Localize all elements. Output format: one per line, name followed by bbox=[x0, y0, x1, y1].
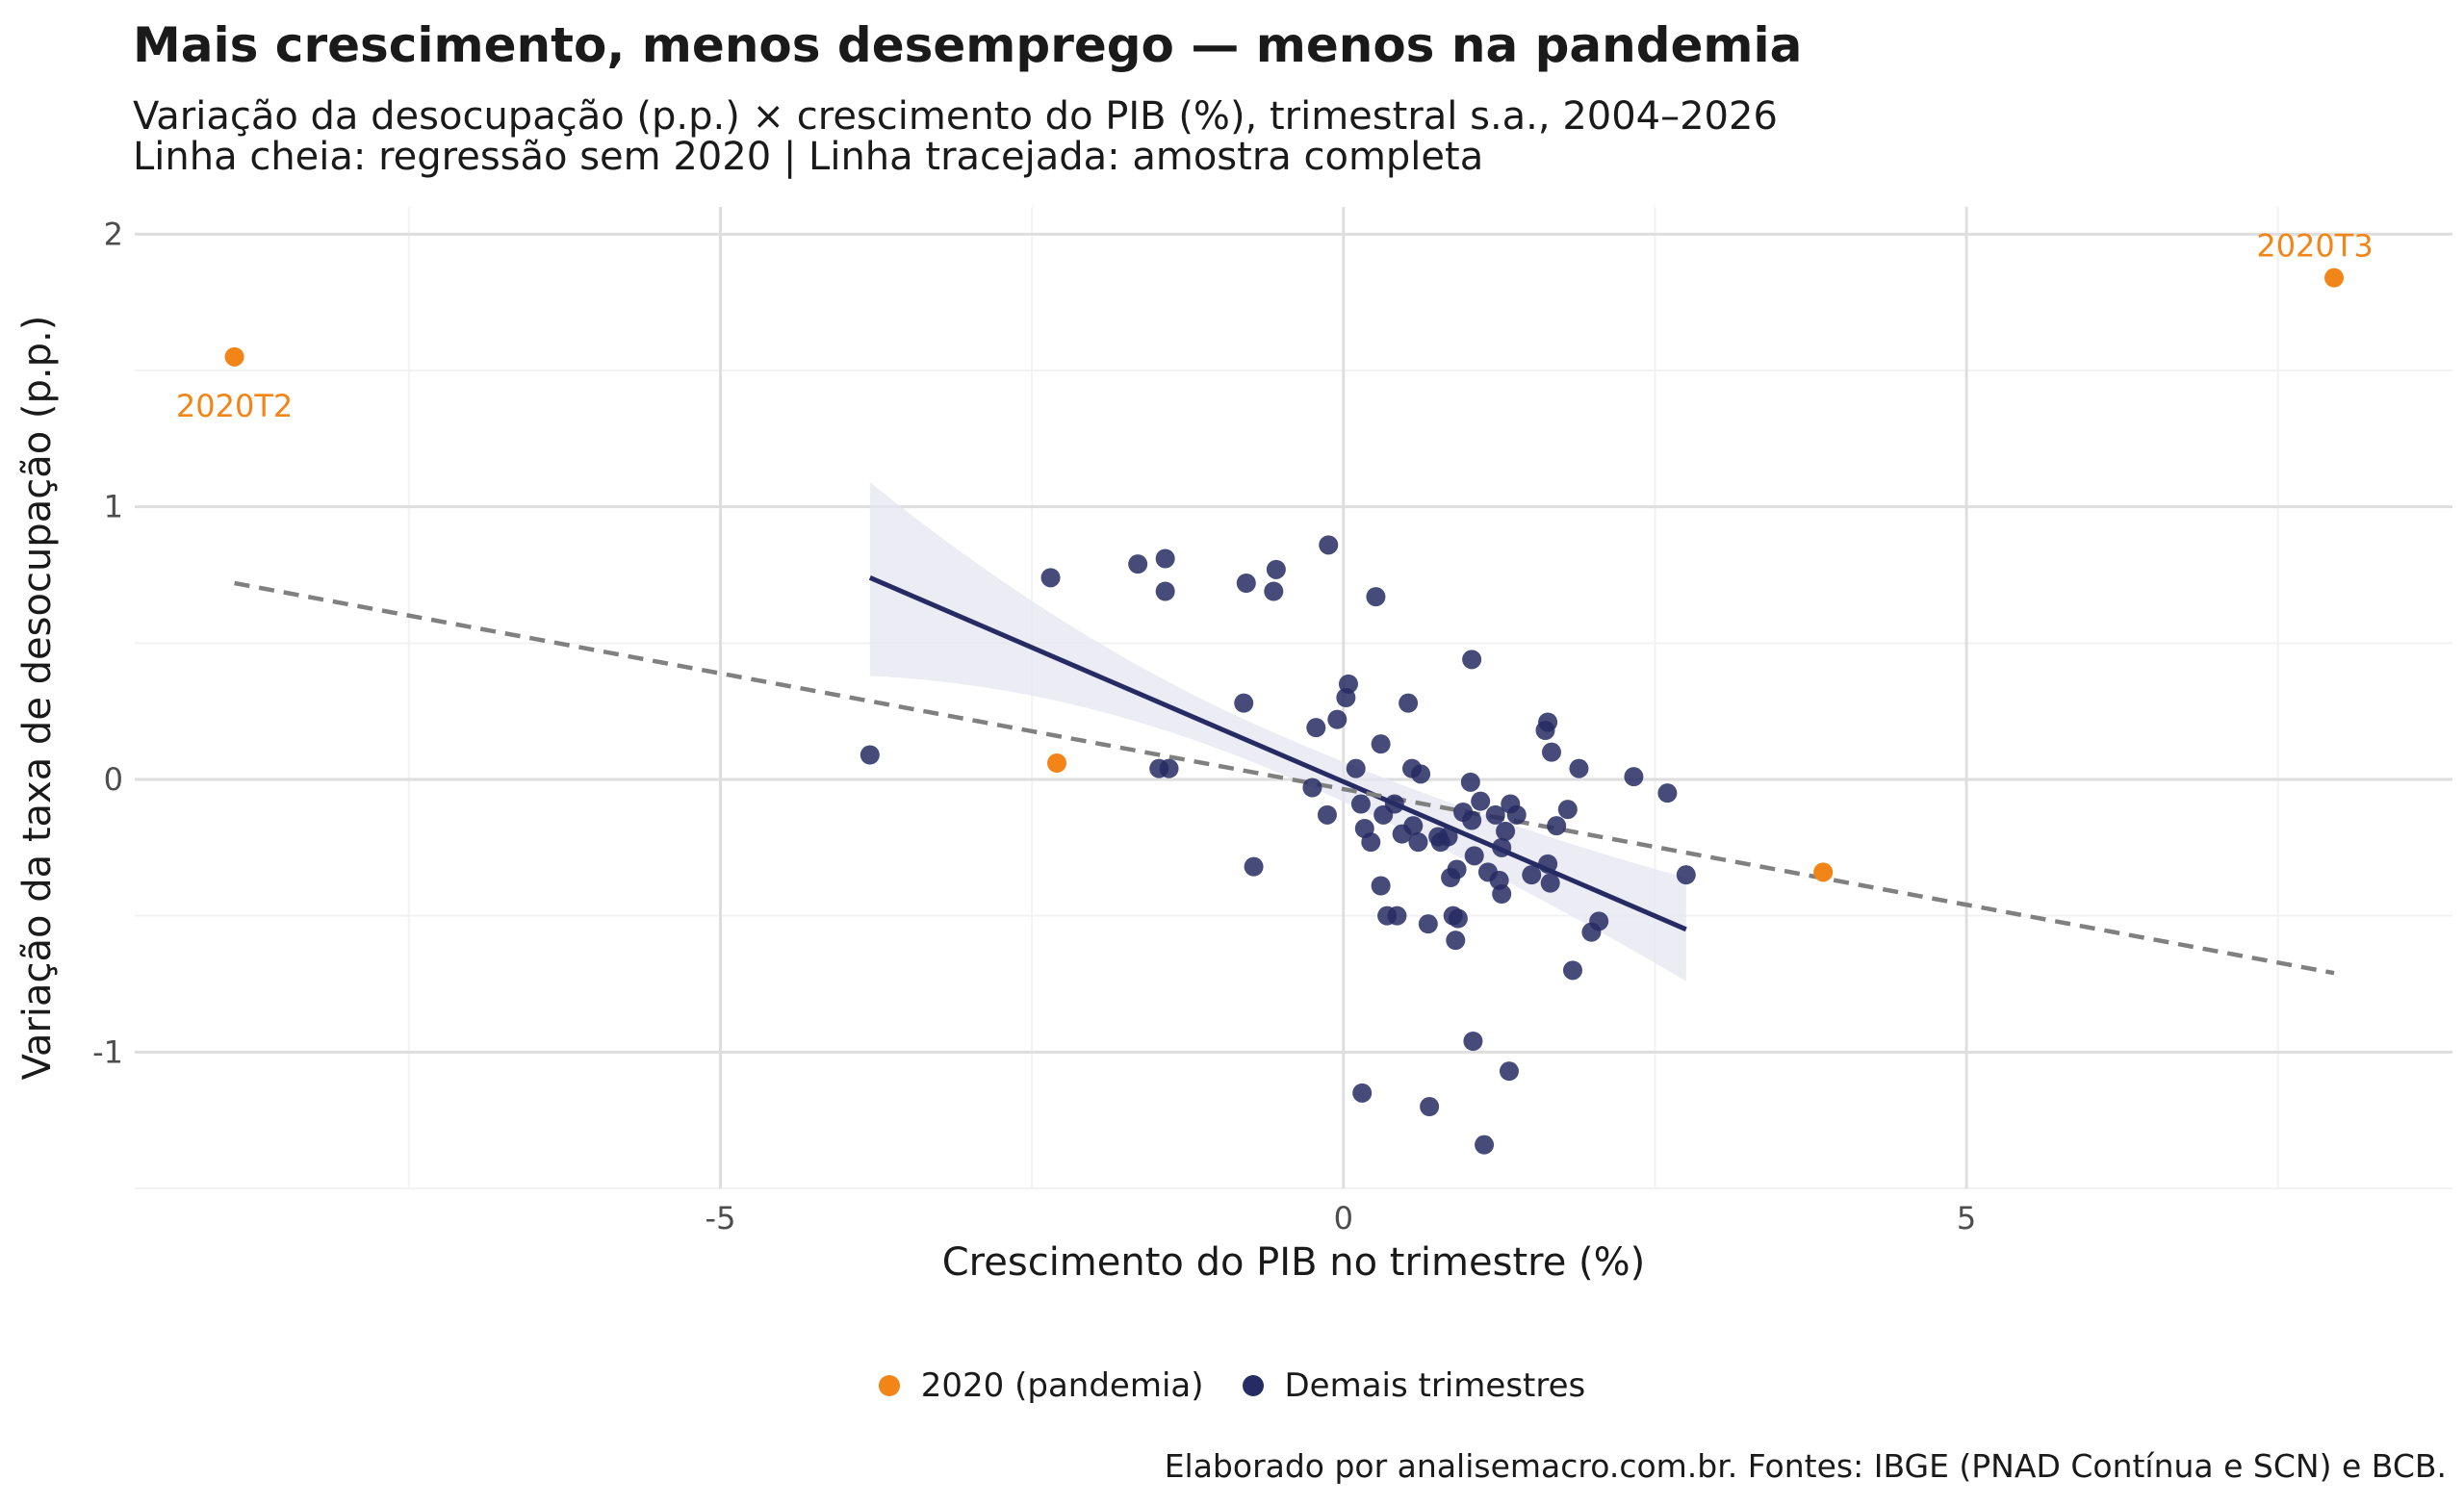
point-other bbox=[1366, 587, 1386, 607]
legend-label-pandemic: 2020 (pandemia) bbox=[920, 1366, 1204, 1405]
caption: Elaborado por analisemacro.com.br. Fonte… bbox=[1164, 1447, 2447, 1485]
point-other bbox=[1496, 821, 1516, 841]
point-other bbox=[1266, 559, 1286, 579]
point-other bbox=[1420, 1097, 1440, 1116]
point-other bbox=[1676, 865, 1696, 885]
x-tick-label: 5 bbox=[1957, 1200, 1976, 1237]
point-other bbox=[1522, 865, 1542, 885]
point-other bbox=[1541, 742, 1561, 762]
point-other bbox=[1538, 854, 1558, 874]
legend-dot-pandemic bbox=[878, 1375, 900, 1396]
point-other bbox=[1475, 1135, 1495, 1155]
point-other bbox=[1538, 712, 1558, 732]
point-other bbox=[1460, 772, 1480, 792]
point-other bbox=[1264, 581, 1284, 601]
point-other bbox=[1387, 906, 1407, 926]
grid-lines bbox=[135, 207, 2452, 1189]
legend-label-other: Demais trimestres bbox=[1284, 1366, 1586, 1405]
point-other bbox=[1446, 931, 1466, 951]
point-other bbox=[1492, 884, 1512, 904]
y-tick-label: 0 bbox=[104, 761, 123, 798]
point-pandemic bbox=[224, 346, 244, 367]
point-pandemic bbox=[1813, 862, 1834, 882]
point-other bbox=[1589, 911, 1609, 931]
point-other bbox=[1464, 846, 1484, 866]
chart-title: Mais crescimento, menos desemprego — men… bbox=[133, 17, 1803, 73]
y-tick-label: -1 bbox=[92, 1033, 123, 1070]
point-other bbox=[1159, 758, 1179, 778]
legend-dot-other bbox=[1242, 1375, 1264, 1396]
point-other bbox=[1244, 856, 1264, 877]
point-other bbox=[1485, 804, 1505, 825]
point-other bbox=[1624, 767, 1644, 787]
point-other bbox=[1302, 778, 1322, 798]
point-other bbox=[1408, 832, 1428, 853]
point-other bbox=[1418, 914, 1438, 934]
point-other bbox=[1540, 873, 1560, 893]
point-other bbox=[1234, 693, 1254, 713]
legend-item-other: Demais trimestres bbox=[1242, 1366, 1586, 1405]
legend: 2020 (pandemia) Demais trimestres bbox=[0, 1366, 2464, 1405]
point-other bbox=[1562, 960, 1582, 981]
point-other bbox=[1319, 535, 1339, 555]
y-tick-label: 2 bbox=[104, 216, 123, 252]
point-other bbox=[1317, 804, 1337, 825]
point-other bbox=[1306, 718, 1326, 738]
data-points bbox=[224, 268, 2345, 1155]
point-label: 2020T2 bbox=[176, 388, 293, 424]
regression-line-excl-2020 bbox=[868, 575, 1687, 932]
point-other bbox=[1438, 827, 1458, 847]
y-axis-title: Variação da taxa de desocupação (p.p.) bbox=[15, 316, 60, 1081]
legend-item-pandemic: 2020 (pandemia) bbox=[878, 1366, 1204, 1405]
point-other bbox=[1499, 1061, 1519, 1082]
point-other bbox=[1557, 800, 1578, 820]
point-other bbox=[1448, 908, 1468, 929]
point-other bbox=[1447, 859, 1467, 880]
point-other bbox=[1155, 581, 1175, 601]
point-other bbox=[1547, 816, 1567, 836]
chart-subtitle-line2: Linha cheia: regressão sem 2020 | Linha … bbox=[133, 135, 1484, 179]
point-other bbox=[1384, 794, 1404, 814]
regression-lines bbox=[234, 575, 2335, 976]
confidence-band-area bbox=[869, 482, 1686, 982]
point-label: 2020T3 bbox=[2256, 228, 2373, 265]
x-axis-title: Crescimento do PIB no trimestre (%) bbox=[942, 1240, 1646, 1285]
x-tick-label: -5 bbox=[706, 1200, 736, 1237]
point-other bbox=[1569, 758, 1589, 778]
chart-subtitle-line1: Variação da desocupação (p.p.) × crescim… bbox=[133, 94, 1778, 139]
point-other bbox=[1492, 837, 1512, 857]
point-other bbox=[1327, 709, 1348, 729]
point-other bbox=[1403, 816, 1424, 836]
point-other bbox=[1346, 758, 1366, 778]
point-other bbox=[1361, 832, 1381, 853]
point-other bbox=[1338, 674, 1358, 694]
point-other bbox=[1352, 1083, 1373, 1103]
point-pandemic bbox=[1047, 753, 1067, 773]
point-other bbox=[1371, 734, 1391, 754]
x-tick-label: 0 bbox=[1334, 1200, 1353, 1237]
point-other bbox=[860, 745, 880, 765]
point-other bbox=[1462, 810, 1482, 830]
confidence-band bbox=[869, 482, 1686, 982]
point-other bbox=[1236, 574, 1256, 593]
point-other bbox=[1657, 783, 1678, 804]
point-other bbox=[1040, 568, 1061, 588]
point-other bbox=[1471, 791, 1491, 811]
point-other bbox=[1155, 548, 1175, 569]
axis-ticks: -5 0 5 -1 0 1 2 bbox=[92, 216, 1976, 1237]
point-other bbox=[1350, 794, 1371, 814]
point-labels: 2020T2 2020T3 bbox=[176, 228, 2374, 424]
point-other bbox=[1462, 650, 1482, 670]
point-other bbox=[1506, 804, 1527, 825]
point-other bbox=[1128, 554, 1148, 574]
y-tick-label: 1 bbox=[104, 489, 123, 525]
regression-line-full-sample bbox=[234, 580, 2335, 976]
point-other bbox=[1463, 1032, 1483, 1051]
point-other bbox=[1371, 876, 1391, 896]
point-other bbox=[1411, 764, 1431, 784]
point-pandemic bbox=[2324, 268, 2345, 288]
point-other bbox=[1399, 693, 1419, 713]
